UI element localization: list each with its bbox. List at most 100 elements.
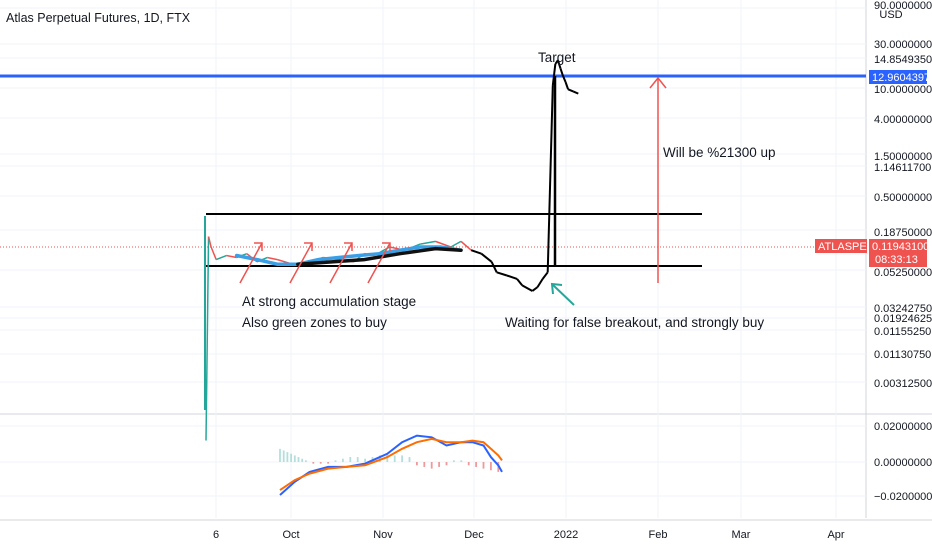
macd-histogram-bar [467,462,470,466]
price-segment [541,271,549,280]
price-tick-label: 4.00000000 [874,114,932,126]
annotations: Target Will be %21300 up At strong accum… [242,50,776,330]
macd-panel [279,434,503,496]
price-tick-label: 1.14611700 [874,162,931,174]
price-segment [521,284,533,292]
price-segment [564,81,570,90]
price-segment [572,90,579,95]
macd-histogram-bar [327,462,329,464]
last-price-badge: 0.11943100 08:33:13 [869,239,929,267]
price-segment [536,278,544,288]
price-segment [450,240,462,248]
price-segment [205,236,210,441]
price-segment [516,278,523,286]
time-tick-label: 2022 [554,529,578,541]
price-segment [559,67,564,77]
price-tick-label: 0.03242750 [874,303,932,315]
accumulation-arrow [367,242,391,284]
macd-histogram-bar [423,462,426,467]
price-segment [420,240,436,245]
macd-histogram-bar [408,457,411,462]
time-tick-label: Nov [373,529,393,541]
price-tick-label: 1.50000000 [874,151,932,163]
accumulation-arrow [239,242,263,284]
moving-average-blue-line [234,245,463,266]
macd-tick-label: −0.02000000 [874,491,932,503]
macd-tick-label: 0.02000000 [874,421,932,433]
macd-histogram-bar [290,453,292,462]
price-tick-label: 0.00312500 [874,378,932,390]
svg-text:ATLASPERP: ATLASPERP [818,241,882,253]
macd-histogram-bar [301,458,304,462]
macd-histogram-bar [416,462,418,466]
time-tick-label: Mar [732,529,751,541]
macd-histogram-bar [293,455,296,462]
time-axis[interactable]: 6 Oct Nov Dec 2022 Feb Mar Apr [213,529,845,541]
target-arrow-head [649,76,667,89]
macd-histogram-bar [393,455,396,462]
svg-text:0.11943100: 0.11943100 [872,241,929,253]
macd-histogram-bar [286,452,289,462]
macd-histogram-bar [297,457,300,462]
price-segment [267,256,278,261]
macd-histogram-bar [319,462,322,464]
macd-tick-label: 0.00000000 [874,457,932,469]
macd-histogram-bar [430,462,433,469]
price-segment [490,261,498,273]
price-tick-label: 30.00000000 [874,39,932,51]
price-segment [546,85,554,273]
price-segment [562,75,567,83]
price-tick-label: 14.85493500 [874,54,932,66]
macd-histogram-bar [490,462,492,471]
price-tick-label: 90.00000000 [874,0,932,12]
price-segment [207,236,212,248]
price-tick-label: 0.01924625 [874,313,932,325]
macd-histogram-bar [282,450,285,462]
macd-histogram-bar [475,462,477,467]
price-segment [551,63,557,86]
price-tick-label: 0.01155250 [874,326,931,338]
price-segment [435,240,452,248]
annotation-false-breakout: Waiting for false breakout, and strongly… [505,315,764,330]
macd-histogram-bar [482,462,485,469]
accumulation-arrow-head [254,242,263,251]
macd-histogram-bar [356,457,359,462]
price-segment [567,88,574,93]
time-tick-label: Feb [649,529,668,541]
macd-axis[interactable]: 0.02000000 0.00000000 −0.02000000 [874,421,932,503]
chart-title: Atlas Perpetual Futures, 1D, FTX [6,11,191,25]
price-segment [506,274,518,280]
price-segment [210,246,217,260]
false-breakout-arrow [552,284,575,306]
accumulation-arrow-head [344,242,353,251]
price-segment [480,252,493,263]
price-segment [496,271,508,277]
macd-histogram-bar [401,455,403,462]
macd-histogram-bar [453,460,455,462]
time-tick-label: Dec [464,529,484,541]
annotation-green-zones: Also green zones to buy [242,315,387,330]
price-tick-label: 10.00000000 [874,84,932,96]
accumulation-arrow-head [304,242,313,251]
macd-histogram-bar [312,462,315,464]
accumulation-arrow [329,242,353,284]
macd-histogram-bar [364,458,366,462]
price-segment [215,254,227,261]
macd-signal-line [279,437,503,491]
price-tick-label: 0.01130750 [874,349,931,361]
price-panel [0,59,866,441]
price-segment [226,254,237,259]
currency-label: USD [879,9,902,21]
svg-text:12.96043975: 12.96043975 [872,72,932,84]
time-tick-label: 6 [213,529,219,541]
macd-histogram-bar [460,460,463,462]
macd-histogram-bar [349,457,352,462]
price-segment [460,240,472,251]
price-axis[interactable]: 90.00000000 30.00000000 14.85493500 10.0000… [874,0,932,390]
macd-histogram-bar [279,448,281,462]
macd-histogram-bar [305,460,307,462]
annotation-gain: Will be %21300 up [663,145,776,160]
price-segment [556,59,562,69]
annotation-target: Target [538,50,576,65]
